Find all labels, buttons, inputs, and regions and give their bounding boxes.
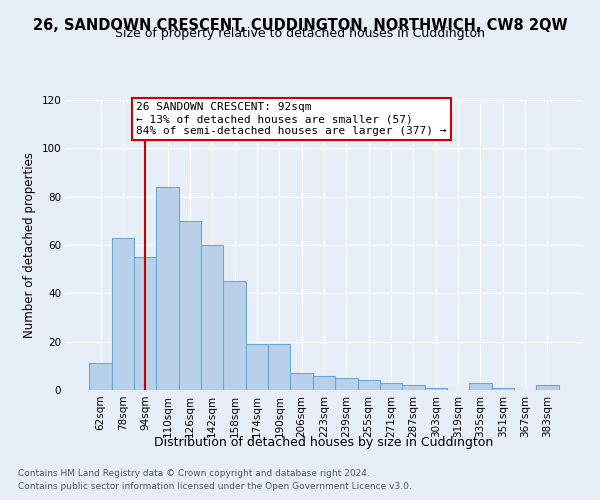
Bar: [402, 385, 425, 390]
Text: Contains HM Land Registry data © Crown copyright and database right 2024.: Contains HM Land Registry data © Crown c…: [18, 468, 370, 477]
Bar: [469, 383, 491, 390]
Bar: [335, 378, 358, 390]
Y-axis label: Number of detached properties: Number of detached properties: [23, 152, 36, 338]
Bar: [358, 380, 380, 390]
Text: 26, SANDOWN CRESCENT, CUDDINGTON, NORTHWICH, CW8 2QW: 26, SANDOWN CRESCENT, CUDDINGTON, NORTHW…: [32, 18, 568, 32]
Text: Distribution of detached houses by size in Cuddington: Distribution of detached houses by size …: [154, 436, 494, 449]
Bar: [380, 383, 402, 390]
Bar: [179, 221, 201, 390]
Bar: [268, 344, 290, 390]
Bar: [290, 373, 313, 390]
Bar: [536, 385, 559, 390]
Bar: [89, 364, 112, 390]
Text: 26 SANDOWN CRESCENT: 92sqm
← 13% of detached houses are smaller (57)
84% of semi: 26 SANDOWN CRESCENT: 92sqm ← 13% of deta…: [136, 102, 447, 136]
Bar: [223, 281, 246, 390]
Bar: [112, 238, 134, 390]
Bar: [491, 388, 514, 390]
Bar: [425, 388, 447, 390]
Bar: [201, 245, 223, 390]
Bar: [134, 257, 157, 390]
Text: Contains public sector information licensed under the Open Government Licence v3: Contains public sector information licen…: [18, 482, 412, 491]
Bar: [157, 187, 179, 390]
Bar: [246, 344, 268, 390]
Text: Size of property relative to detached houses in Cuddington: Size of property relative to detached ho…: [115, 28, 485, 40]
Bar: [313, 376, 335, 390]
